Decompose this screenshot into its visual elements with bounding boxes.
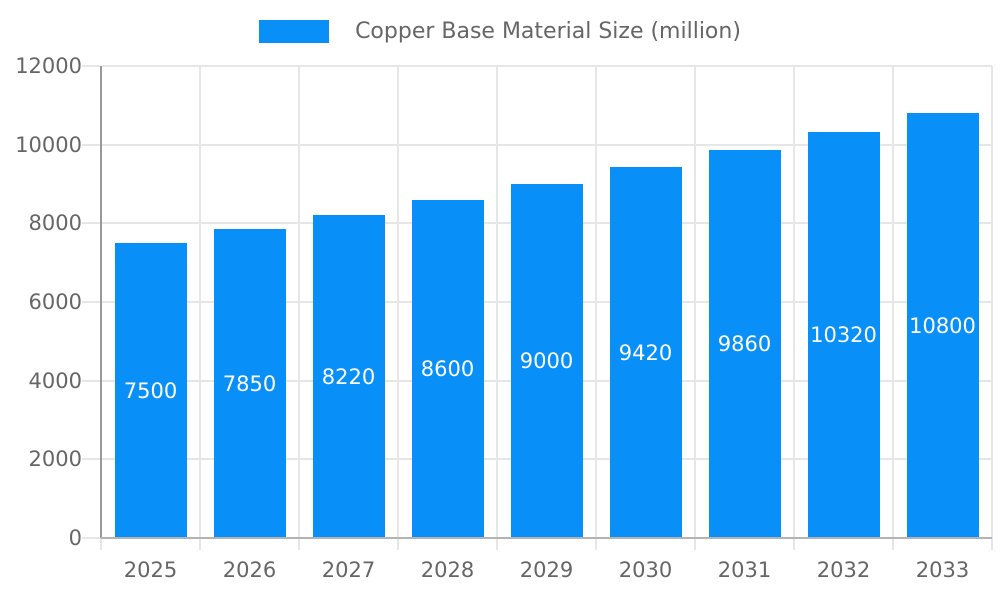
gridline-vertical xyxy=(694,66,696,538)
x-tick-label: 2030 xyxy=(618,558,673,582)
y-tick-mark xyxy=(82,143,100,146)
gridline-vertical xyxy=(793,66,795,538)
y-tick-mark xyxy=(82,301,100,303)
y-tick-mark xyxy=(82,222,100,225)
gridline-horizontal xyxy=(101,143,992,146)
x-axis-line xyxy=(101,537,992,539)
bar-2028[interactable]: 8600 xyxy=(411,200,484,538)
bar-value-label: 9000 xyxy=(519,349,574,373)
bar-2025[interactable]: 7500 xyxy=(114,243,187,538)
bar-value-label: 9860 xyxy=(717,332,772,356)
x-tick-mark xyxy=(496,538,498,550)
x-tick-label: 2026 xyxy=(222,558,277,582)
bar-value-label: 9420 xyxy=(618,340,673,365)
y-tick-label: 8000 xyxy=(28,211,82,236)
x-tick-mark xyxy=(892,538,894,550)
y-tick-label: 0 xyxy=(68,526,82,550)
y-tick-label: 10000 xyxy=(15,132,82,157)
y-tick-label: 12000 xyxy=(15,54,82,78)
bar-2030[interactable]: 9420 xyxy=(609,167,682,538)
gridline-vertical xyxy=(595,66,597,538)
y-tick-mark xyxy=(82,65,100,67)
y-tick-mark xyxy=(82,537,100,539)
x-tick-mark xyxy=(199,538,201,550)
bar-value-label: 8220 xyxy=(321,364,376,389)
y-tick-label: 4000 xyxy=(28,368,82,393)
gridline-vertical xyxy=(298,66,300,538)
gridline-vertical xyxy=(991,66,993,538)
bar-2031[interactable]: 9860 xyxy=(708,150,781,538)
y-tick-label: 2000 xyxy=(28,447,82,472)
gridline-vertical xyxy=(199,66,201,538)
gridline-vertical xyxy=(892,66,894,538)
bar-2033[interactable]: 10800 xyxy=(906,113,979,538)
x-tick-mark xyxy=(397,538,399,550)
bar-2032[interactable]: 10320 xyxy=(807,132,880,538)
x-tick-mark xyxy=(991,538,993,550)
x-tick-label: 2032 xyxy=(816,558,871,582)
x-tick-mark xyxy=(694,538,696,550)
bar-value-label: 7500 xyxy=(123,378,178,403)
chart-legend[interactable]: Copper Base Material Size (million) xyxy=(0,19,1000,44)
y-tick-mark xyxy=(82,379,100,382)
gridline-vertical xyxy=(397,66,399,538)
x-tick-label: 2029 xyxy=(519,558,574,582)
bar-2026[interactable]: 7850 xyxy=(213,229,286,538)
bar-value-label: 10800 xyxy=(909,313,976,338)
x-tick-mark xyxy=(100,538,102,550)
x-tick-label: 2028 xyxy=(420,558,475,582)
x-tick-label: 2027 xyxy=(321,558,376,582)
bar-value-label: 7850 xyxy=(222,371,277,396)
y-tick-mark xyxy=(82,458,100,461)
bar-value-label: 8600 xyxy=(420,357,475,381)
y-axis-line xyxy=(100,66,102,538)
gridline-horizontal xyxy=(101,65,992,67)
x-tick-mark xyxy=(595,538,597,550)
bar-value-label: 10320 xyxy=(810,323,877,347)
x-tick-label: 2025 xyxy=(123,558,178,582)
bar-2029[interactable]: 9000 xyxy=(510,184,583,538)
y-tick-label: 6000 xyxy=(28,290,82,314)
x-tick-label: 2031 xyxy=(717,558,772,582)
bar-2027[interactable]: 8220 xyxy=(312,215,385,538)
legend-swatch xyxy=(259,20,330,43)
legend-label: Copper Base Material Size (million) xyxy=(355,19,741,44)
x-tick-label: 2033 xyxy=(915,558,970,582)
gridline-vertical xyxy=(496,66,498,538)
plot-area: 7500 7850 8220 8600 9000 9420 9860 10320 10800 xyxy=(101,65,993,538)
x-tick-mark xyxy=(793,538,795,550)
x-tick-mark xyxy=(298,538,300,550)
